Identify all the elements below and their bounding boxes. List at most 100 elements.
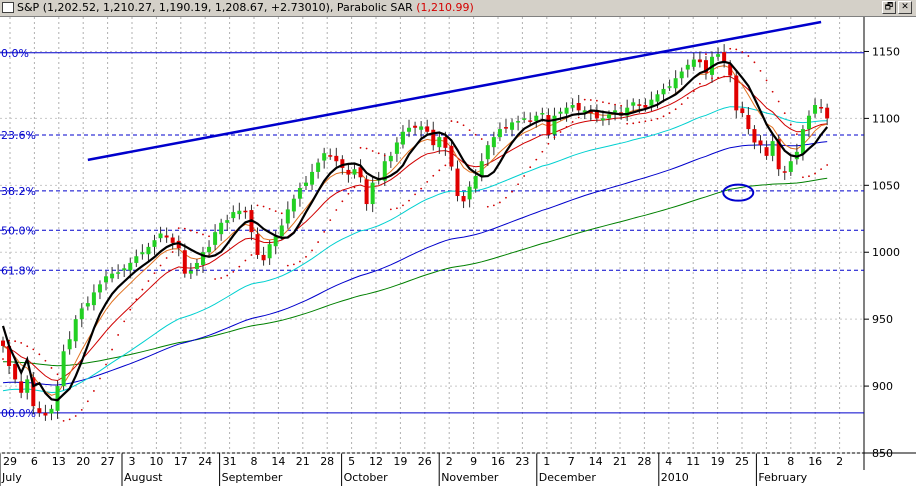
x-tick-label: 10 <box>149 455 163 468</box>
sar-dot <box>305 255 307 258</box>
candle-down <box>697 59 702 63</box>
sar-dot <box>20 342 23 344</box>
candle-up <box>667 86 672 88</box>
sar-dot <box>93 390 95 392</box>
candle-up <box>631 102 636 106</box>
candle-up <box>267 244 272 259</box>
candle-up <box>61 351 66 387</box>
candle-up <box>370 182 375 205</box>
fib-level-label: 00.0% <box>1 407 36 420</box>
price-chart: 29 6 13 20 27 3 10 17 24 31 8 14 21 28 5 12 19 26 2 9 16 23 1 7… <box>0 17 916 486</box>
sar-dot <box>214 278 217 280</box>
candle-up <box>600 118 605 121</box>
x-tick-label: 19 <box>393 455 407 468</box>
candle-up <box>582 110 587 113</box>
x-tick-label: 21 <box>296 455 310 468</box>
y-tick-label: 950 <box>872 313 893 326</box>
x-tick-label: 17 <box>174 455 188 468</box>
candle-down <box>182 250 187 274</box>
y-tick-label: 850 <box>872 447 893 460</box>
candle-down <box>164 235 169 238</box>
x-tick-label: 12 <box>369 455 383 468</box>
candle-up <box>49 408 54 414</box>
sar-dot <box>814 172 816 175</box>
sar-dot <box>517 183 519 186</box>
window-menu-icon[interactable] <box>2 2 14 13</box>
candle-up <box>225 220 230 223</box>
candle-down <box>734 75 739 111</box>
x-tick-label: 3 <box>129 455 136 468</box>
sar-dot <box>632 122 635 125</box>
candle-up <box>55 386 60 411</box>
candle-up <box>152 240 157 247</box>
sar-dot <box>614 103 616 106</box>
sar-dot <box>602 101 604 103</box>
sar-dot <box>692 90 695 93</box>
sar-dot <box>577 116 580 119</box>
sar-dot <box>505 196 507 199</box>
candle-down <box>37 408 42 413</box>
sar-dot <box>389 208 392 211</box>
sar-dot <box>444 164 447 167</box>
candle-up <box>158 233 163 239</box>
sar-dot <box>311 249 313 252</box>
fib-level-label: 50.0% <box>1 224 36 237</box>
candle-down <box>334 155 339 162</box>
sar-dot <box>238 265 241 268</box>
candle-down <box>43 412 48 416</box>
close-button[interactable]: ✕ <box>898 1 912 14</box>
sar-dot <box>159 264 162 267</box>
candle-up <box>691 59 696 67</box>
candle-down <box>346 169 351 175</box>
sar-dot <box>535 158 538 161</box>
sar-dot <box>705 53 707 56</box>
sar-dot <box>189 229 192 232</box>
sar-dot <box>668 112 671 114</box>
candle-down <box>7 345 12 367</box>
candle-up <box>716 54 721 57</box>
sar-dot <box>117 334 120 336</box>
x-tick-label: 13 <box>52 455 66 468</box>
fib-level-label: 23.6% <box>1 129 36 142</box>
candle-up <box>110 273 115 279</box>
sar-dot <box>529 166 532 169</box>
candle-down <box>728 64 733 76</box>
sar-dot <box>208 235 210 238</box>
sar-dot <box>656 117 659 120</box>
candle-up <box>273 236 278 247</box>
candle-up <box>97 284 102 293</box>
candle-up <box>649 99 654 106</box>
sar-dot <box>68 418 71 421</box>
x-month-label: December <box>539 471 597 484</box>
x-tick-label: 25 <box>735 455 749 468</box>
x-month-label: 2010 <box>661 471 689 484</box>
sar-dot <box>299 260 301 263</box>
candle-up <box>128 262 133 271</box>
ma-blue-line <box>2 141 828 386</box>
candle-up <box>485 145 490 160</box>
candle-up <box>522 118 527 120</box>
candle-up <box>813 105 818 114</box>
candle-down <box>261 254 266 261</box>
candle-up <box>25 379 30 393</box>
sar-dot <box>583 98 586 101</box>
sar-dot <box>765 79 768 82</box>
sar-dot <box>620 104 623 107</box>
y-tick-label: 900 <box>872 380 893 393</box>
sar-dot <box>256 204 259 207</box>
sar-dot <box>377 152 380 155</box>
sar-dot <box>14 340 17 343</box>
candle-down <box>443 137 448 148</box>
candle-up <box>516 121 521 123</box>
x-tick-label: 28 <box>320 455 334 468</box>
sar-dot <box>759 69 762 72</box>
plot-background <box>0 17 916 486</box>
candle-up <box>134 256 139 263</box>
sar-dot <box>183 227 186 230</box>
x-tick-label: 2 <box>836 455 843 468</box>
window-title: S&P (1,202.52, 1,210.27, 1,190.19, 1,208… <box>17 1 474 15</box>
sar-dot <box>523 175 526 177</box>
candle-down <box>170 237 175 243</box>
candle-down <box>643 105 648 108</box>
restore-button[interactable]: 🗗 <box>882 1 896 14</box>
